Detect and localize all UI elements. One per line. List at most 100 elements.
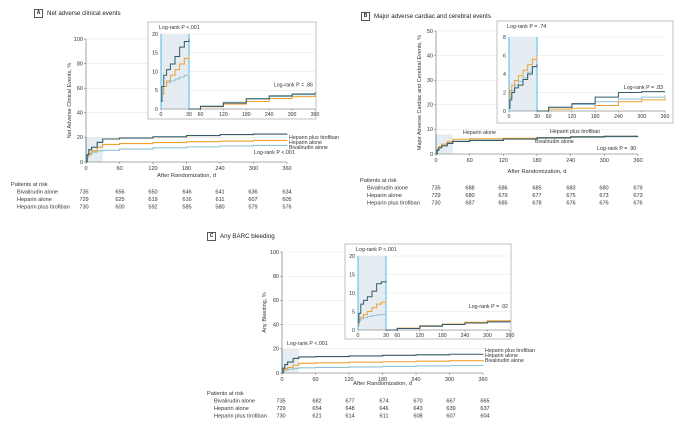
panel-c-ytick-label: 60	[273, 298, 279, 304]
panel-a-risk-cell: 600	[115, 205, 124, 211]
panel-b-risk-cell: 686	[498, 186, 507, 192]
panel-a-risk-cell: 619	[148, 197, 157, 203]
panel-c-inset-xtick-label: 120	[415, 333, 424, 339]
panel-c-inset-xtick-label: 60	[394, 333, 400, 339]
panel-b-inset-xtick-label: 120	[568, 114, 577, 120]
panel-c-ytick-label: 0	[276, 371, 279, 377]
panel-b-inset-xtick-label: 360	[661, 114, 670, 120]
panel-c-risk-cell: 674	[379, 399, 388, 405]
panel-b-xtick-label: 60	[467, 158, 473, 164]
panel-c-risk-cell: 729	[276, 406, 285, 412]
panel-b-inset-early-series-heparin	[509, 55, 538, 103]
panel-c-xtick-label: 240	[411, 377, 420, 383]
panel-b-series-tirofiban	[436, 135, 638, 155]
panel-c-inset-xtick-label: 30	[383, 333, 389, 339]
panel-b-risk-cell: 688	[465, 186, 474, 192]
panel-b-title: B Major adverse cardiac and cerebral eve…	[361, 12, 491, 21]
panel-c-xtick-label: 0	[280, 377, 283, 383]
panel-b-xtick-label: 300	[600, 158, 609, 164]
panel-b-inset-xtick-label: 0	[508, 114, 511, 120]
panel-a-xtick-label: 300	[249, 166, 258, 172]
panel-c-series-heparin	[282, 360, 484, 374]
panel-a-risk-cell: 729	[79, 197, 88, 203]
panel-b-risk-row-label: Bivalirudin alone	[367, 186, 408, 192]
panel-b-xtick-label: 180	[532, 158, 541, 164]
panel-a-risk-cell: 636	[248, 190, 257, 196]
panel-a-inset-early-logrank: Log-rank P <.001	[159, 25, 200, 31]
panel-c-risk-row-label: Bivalirudin alone	[214, 399, 255, 405]
panel-c-x-axis-label: After Randomization, d	[353, 381, 412, 387]
panel-c-risk-cell: 621	[312, 414, 321, 420]
panel-a-risk-cell: 730	[79, 205, 88, 211]
panel-b-inset-ytick-label: 8	[503, 35, 506, 41]
panel-b-ytick-label: 20	[427, 103, 433, 109]
panel-a-xtick-label: 0	[84, 166, 87, 172]
panel-b-letter: B	[361, 12, 370, 21]
panel-a-risk-cell: 579	[248, 205, 257, 211]
panel-b-y-axis-label: Major Adverse Cardiac and Cerebral Event…	[417, 35, 423, 150]
panel-c-inset-xtick-label: 300	[483, 333, 492, 339]
panel-a-risk-cell: 580	[215, 205, 224, 211]
panel-c-series-tirofiban	[282, 353, 484, 374]
panel-c-logrank-annotation: Log-rank P <.001	[287, 341, 328, 347]
panel-a-inset-early-series-tirofiban	[161, 38, 190, 102]
panel-b-inset-late-series-tirofiban	[537, 91, 665, 112]
panel-c-inset-xtick-label: 240	[461, 333, 470, 339]
panel-c-xtick-label: 300	[445, 377, 454, 383]
panel-b-risk-row-label: Heparin alone	[367, 193, 402, 199]
panel-c-series-bivalirudin	[282, 364, 484, 374]
panel-a-inset-ytick-label: 0	[155, 107, 158, 113]
panel-a-series-tirofiban	[86, 133, 288, 163]
panel-c-xtick-label: 60	[312, 377, 318, 383]
panel-c-risk-cell: 677	[345, 399, 354, 405]
panel-c-risk-cell: 665	[480, 399, 489, 405]
panel-b-xtick-label: 360	[633, 158, 642, 164]
panel-c-risk-row-label: Heparin alone	[214, 406, 249, 412]
panel-b-xtick-label: 240	[566, 158, 575, 164]
panel-a-risk-header: Patients at risk	[11, 182, 48, 188]
panel-a-risk-cell: 585	[182, 205, 191, 211]
panel-b-risk-cell: 735	[431, 186, 440, 192]
panel-a-risk-cell: 634	[282, 190, 291, 196]
panel-b-risk-cell: 679	[633, 186, 642, 192]
panel-b-risk-cell: 730	[431, 201, 440, 207]
panel-b-logrank-annotation: Log-rank P = .90	[597, 146, 636, 152]
panel-b-ytick-label: 40	[427, 53, 433, 59]
panel-c-ytick-label: 80	[273, 274, 279, 280]
panel-a-risk-row-label: Heparin alone	[17, 197, 52, 203]
panel-a-risk-cell: 641	[215, 190, 224, 196]
panel-a-inset-xtick-label: 360	[311, 112, 320, 118]
panel-b-inset-xtick-label: 240	[614, 114, 623, 120]
panel-a-xtick-label: 240	[215, 166, 224, 172]
panel-a-title-text: Net adverse clinical events	[47, 10, 121, 17]
panel-a-inset-xtick-label: 60	[198, 112, 204, 118]
panel-a-ytick-label: 40	[77, 111, 83, 117]
panel-c-series-label: Heparin plus tirofiban	[485, 348, 535, 354]
panel-c-xtick-label: 180	[378, 377, 387, 383]
panel-c-inset-early-logrank: Log-rank P <.001	[356, 247, 397, 253]
panel-c-xtick-label: 120	[344, 377, 353, 383]
panel-b-series-label: Heparin alone	[463, 130, 496, 136]
panel-a-risk-cell: 592	[148, 205, 157, 211]
panel-a-risk-cell: 611	[216, 197, 225, 203]
panel-a-early-period-shade	[86, 137, 103, 162]
panel-b-risk-cell: 676	[599, 201, 608, 207]
panel-a-ytick-label: 20	[77, 135, 83, 141]
panel-c-risk-cell: 682	[312, 399, 321, 405]
panel-c-inset-early-series-bivalirudin	[358, 313, 387, 327]
panel-a-inset-xtick-label: 30	[186, 112, 192, 118]
panel-c-risk-cell: 607	[446, 414, 455, 420]
panel-a-risk-cell: 646	[182, 190, 191, 196]
panel-c-inset-late-logrank: Log-rank P = .92	[469, 304, 508, 310]
panel-b-ytick-label: 30	[427, 78, 433, 84]
panel-c-xtick-label: 360	[478, 377, 487, 383]
panel-a-inset-late-series-tirofiban	[189, 92, 316, 110]
panel-c-risk-cell: 614	[345, 414, 354, 420]
panel-b-risk-cell: 685	[498, 201, 507, 207]
panel-a-risk-cell: 607	[248, 197, 257, 203]
panel-c-risk-cell: 639	[446, 406, 455, 412]
panel-b-risk-cell: 673	[633, 193, 642, 199]
panel-c-series-label: Bivalirudin alone	[485, 358, 524, 364]
panel-a-title: A Net adverse clinical events	[34, 9, 121, 18]
